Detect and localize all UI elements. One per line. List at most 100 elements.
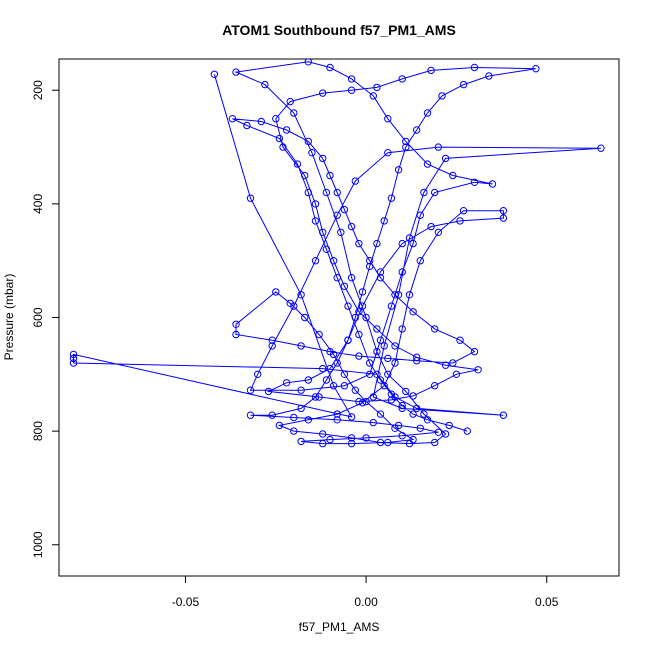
data-point — [311, 393, 320, 401]
data-point — [319, 430, 327, 438]
data-point — [413, 404, 421, 413]
data-point — [420, 188, 428, 197]
data-point — [333, 188, 341, 197]
data-point — [333, 274, 341, 282]
data-point — [394, 291, 403, 299]
data-point — [319, 364, 327, 373]
data-point — [499, 214, 508, 222]
data-point — [420, 410, 428, 418]
data-point — [485, 72, 493, 80]
data-point — [254, 370, 262, 378]
data-point — [366, 257, 374, 265]
x-axis-title: f57_PM1_AMS — [299, 620, 380, 634]
data-point — [282, 126, 291, 134]
data-point — [376, 268, 385, 276]
data-point — [456, 217, 464, 225]
data-point — [384, 370, 392, 378]
data-point — [347, 86, 356, 94]
data-point — [416, 211, 424, 219]
data-point — [384, 438, 392, 447]
data-point — [319, 228, 327, 237]
data-point — [376, 438, 385, 447]
data-point — [246, 411, 255, 419]
data-point — [329, 382, 338, 390]
data-point — [210, 70, 219, 79]
data-point — [398, 75, 406, 83]
data-point — [416, 424, 424, 432]
data-point — [431, 325, 439, 333]
data-point — [358, 302, 367, 310]
data-point — [261, 80, 269, 89]
data-point — [427, 66, 435, 75]
data-point — [268, 342, 276, 350]
data-point — [304, 376, 312, 384]
data-point — [337, 228, 345, 237]
data-point — [333, 416, 341, 424]
data-point — [347, 222, 356, 231]
data-point — [431, 382, 439, 390]
data-point — [373, 239, 381, 248]
data-point — [470, 63, 479, 72]
data-point — [347, 439, 356, 448]
data-point — [69, 359, 78, 367]
series-line — [73, 61, 601, 445]
data-point — [488, 180, 497, 188]
data-point — [373, 83, 381, 92]
data-point — [470, 178, 479, 187]
data-point — [394, 166, 403, 174]
data-point — [456, 336, 464, 344]
data-point — [351, 177, 359, 185]
data-point — [362, 397, 370, 406]
y-tick-label: 800 — [31, 421, 45, 441]
data-point — [286, 299, 294, 307]
data-point — [272, 288, 280, 296]
data-point — [290, 413, 298, 422]
data-point — [69, 350, 78, 359]
data-point — [290, 427, 298, 435]
data-point — [286, 97, 294, 106]
data-point — [355, 308, 363, 316]
data-point — [423, 160, 432, 168]
data-point — [243, 121, 251, 130]
data-point — [326, 364, 334, 373]
data-point — [452, 370, 461, 378]
data-point — [387, 396, 396, 404]
data-point — [449, 359, 457, 367]
data-point — [402, 143, 410, 151]
data-point — [347, 434, 356, 442]
data-point — [257, 117, 265, 126]
data-point — [344, 302, 352, 310]
data-point — [69, 354, 78, 363]
data-point — [366, 370, 374, 378]
data-point — [326, 171, 334, 180]
data-point — [340, 370, 349, 378]
data-point — [246, 194, 255, 202]
data-point — [376, 376, 385, 384]
data-point — [459, 207, 468, 215]
data-point — [297, 404, 305, 413]
data-point — [402, 387, 410, 396]
data-point — [398, 432, 406, 440]
data-point — [376, 274, 385, 282]
data-point — [319, 439, 327, 448]
data-point — [499, 411, 508, 419]
data-point — [405, 291, 414, 299]
data-point — [297, 386, 305, 394]
data-point — [369, 92, 377, 100]
data-point — [427, 222, 435, 231]
data-point — [434, 143, 443, 151]
data-point — [380, 382, 388, 390]
data-point — [311, 217, 320, 225]
data-point — [232, 68, 240, 76]
data-point — [380, 217, 388, 225]
data-point — [297, 437, 305, 446]
data-point — [387, 194, 396, 202]
chart-title: ATOM1 Southbound f57_PM1_AMS — [222, 22, 456, 38]
data-point — [228, 115, 237, 123]
data-point — [282, 379, 291, 387]
data-point — [319, 154, 327, 163]
data-point — [347, 413, 356, 421]
data-point — [416, 257, 424, 265]
data-point — [340, 282, 349, 290]
data-point — [413, 353, 421, 361]
